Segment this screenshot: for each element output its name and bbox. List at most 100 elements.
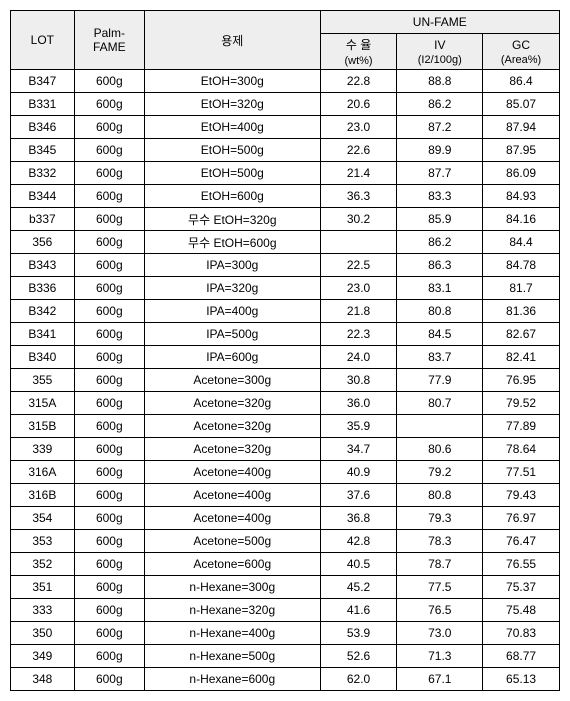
cell-iv: 86.2 bbox=[397, 93, 483, 116]
cell-gc: 78.64 bbox=[483, 438, 560, 461]
cell-yield: 30.2 bbox=[320, 208, 397, 231]
cell-palm: 600g bbox=[74, 139, 144, 162]
cell-solvent: IPA=600g bbox=[144, 346, 320, 369]
cell-gc: 68.77 bbox=[483, 645, 560, 668]
cell-iv: 79.2 bbox=[397, 461, 483, 484]
table-row: B345600gEtOH=500g22.689.987.95 bbox=[11, 139, 560, 162]
cell-lot: 315A bbox=[11, 392, 75, 415]
cell-solvent: n-Hexane=320g bbox=[144, 599, 320, 622]
cell-solvent: IPA=400g bbox=[144, 300, 320, 323]
table-row: 316B600gAcetone=400g37.680.879.43 bbox=[11, 484, 560, 507]
cell-yield: 24.0 bbox=[320, 346, 397, 369]
cell-solvent: EtOH=400g bbox=[144, 116, 320, 139]
table-row: 355600gAcetone=300g30.877.976.95 bbox=[11, 369, 560, 392]
cell-iv: 77.9 bbox=[397, 369, 483, 392]
cell-gc: 75.48 bbox=[483, 599, 560, 622]
cell-yield: 35.9 bbox=[320, 415, 397, 438]
header-lot: LOT bbox=[11, 11, 75, 70]
cell-solvent: Acetone=320g bbox=[144, 392, 320, 415]
cell-yield: 30.8 bbox=[320, 369, 397, 392]
cell-lot: 351 bbox=[11, 576, 75, 599]
cell-gc: 76.95 bbox=[483, 369, 560, 392]
table-row: B341600gIPA=500g22.384.582.67 bbox=[11, 323, 560, 346]
cell-solvent: Acetone=300g bbox=[144, 369, 320, 392]
cell-gc: 84.93 bbox=[483, 185, 560, 208]
cell-yield: 41.6 bbox=[320, 599, 397, 622]
cell-solvent: Acetone=320g bbox=[144, 415, 320, 438]
cell-gc: 70.83 bbox=[483, 622, 560, 645]
cell-palm: 600g bbox=[74, 484, 144, 507]
cell-palm: 600g bbox=[74, 116, 144, 139]
cell-iv: 83.1 bbox=[397, 277, 483, 300]
cell-iv: 83.7 bbox=[397, 346, 483, 369]
table-row: B347600gEtOH=300g22.888.886.4 bbox=[11, 70, 560, 93]
cell-lot: B344 bbox=[11, 185, 75, 208]
cell-iv: 80.8 bbox=[397, 300, 483, 323]
cell-yield: 42.8 bbox=[320, 530, 397, 553]
header-yield-label: 수 율 bbox=[346, 38, 371, 52]
cell-palm: 600g bbox=[74, 323, 144, 346]
cell-lot: 350 bbox=[11, 622, 75, 645]
cell-gc: 77.89 bbox=[483, 415, 560, 438]
cell-yield: 23.0 bbox=[320, 116, 397, 139]
cell-lot: 355 bbox=[11, 369, 75, 392]
cell-gc: 84.78 bbox=[483, 254, 560, 277]
header-iv-label: IV bbox=[434, 38, 445, 52]
cell-lot: B347 bbox=[11, 70, 75, 93]
cell-solvent: 무수 EtOH=600g bbox=[144, 231, 320, 254]
cell-yield: 53.9 bbox=[320, 622, 397, 645]
cell-iv: 78.7 bbox=[397, 553, 483, 576]
cell-palm: 600g bbox=[74, 645, 144, 668]
table-row: 348600gn-Hexane=600g62.067.165.13 bbox=[11, 668, 560, 691]
cell-solvent: Acetone=320g bbox=[144, 438, 320, 461]
cell-palm: 600g bbox=[74, 576, 144, 599]
table-row: B332600gEtOH=500g21.487.786.09 bbox=[11, 162, 560, 185]
cell-yield: 62.0 bbox=[320, 668, 397, 691]
table-row: 349600gn-Hexane=500g52.671.368.77 bbox=[11, 645, 560, 668]
cell-lot: B341 bbox=[11, 323, 75, 346]
cell-iv: 83.3 bbox=[397, 185, 483, 208]
cell-lot: 356 bbox=[11, 231, 75, 254]
cell-palm: 600g bbox=[74, 70, 144, 93]
cell-iv: 87.7 bbox=[397, 162, 483, 185]
cell-yield: 21.8 bbox=[320, 300, 397, 323]
cell-yield: 45.2 bbox=[320, 576, 397, 599]
table-row: B342600gIPA=400g21.880.881.36 bbox=[11, 300, 560, 323]
cell-palm: 600g bbox=[74, 415, 144, 438]
cell-iv: 84.5 bbox=[397, 323, 483, 346]
cell-solvent: EtOH=320g bbox=[144, 93, 320, 116]
cell-iv: 87.2 bbox=[397, 116, 483, 139]
cell-gc: 86.4 bbox=[483, 70, 560, 93]
cell-gc: 86.09 bbox=[483, 162, 560, 185]
table-row: B343600gIPA=300g22.586.384.78 bbox=[11, 254, 560, 277]
cell-solvent: 무수 EtOH=320g bbox=[144, 208, 320, 231]
header-iv: IV (I2/100g) bbox=[397, 34, 483, 70]
table-row: B336600gIPA=320g23.083.181.7 bbox=[11, 277, 560, 300]
cell-solvent: n-Hexane=300g bbox=[144, 576, 320, 599]
cell-solvent: IPA=300g bbox=[144, 254, 320, 277]
cell-lot: 354 bbox=[11, 507, 75, 530]
cell-palm: 600g bbox=[74, 231, 144, 254]
cell-iv: 86.2 bbox=[397, 231, 483, 254]
cell-lot: B345 bbox=[11, 139, 75, 162]
cell-yield: 37.6 bbox=[320, 484, 397, 507]
table-row: 351600gn-Hexane=300g45.277.575.37 bbox=[11, 576, 560, 599]
cell-solvent: EtOH=500g bbox=[144, 139, 320, 162]
cell-yield: 21.4 bbox=[320, 162, 397, 185]
table-row: 356600g무수 EtOH=600g86.284.4 bbox=[11, 231, 560, 254]
cell-lot: 352 bbox=[11, 553, 75, 576]
cell-palm: 600g bbox=[74, 599, 144, 622]
cell-lot: 348 bbox=[11, 668, 75, 691]
cell-palm: 600g bbox=[74, 277, 144, 300]
cell-palm: 600g bbox=[74, 185, 144, 208]
cell-palm: 600g bbox=[74, 300, 144, 323]
table-row: 316A600gAcetone=400g40.979.277.51 bbox=[11, 461, 560, 484]
cell-yield: 36.8 bbox=[320, 507, 397, 530]
cell-gc: 76.55 bbox=[483, 553, 560, 576]
table-row: B344600gEtOH=600g36.383.384.93 bbox=[11, 185, 560, 208]
cell-iv: 67.1 bbox=[397, 668, 483, 691]
cell-yield: 22.3 bbox=[320, 323, 397, 346]
cell-gc: 81.7 bbox=[483, 277, 560, 300]
table-row: 339600gAcetone=320g34.780.678.64 bbox=[11, 438, 560, 461]
cell-lot: B331 bbox=[11, 93, 75, 116]
